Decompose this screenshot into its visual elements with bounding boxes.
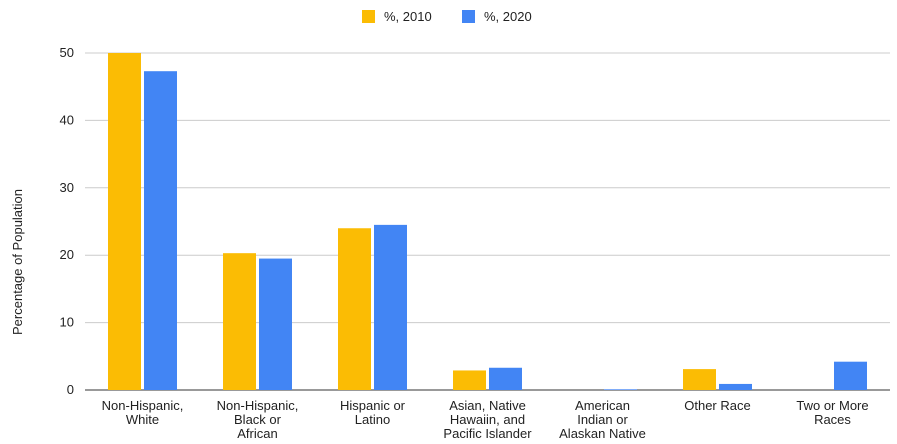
- y-tick-label: 20: [60, 247, 74, 262]
- legend-label-2010: %, 2010: [384, 9, 432, 24]
- x-category-label-line: African: [237, 426, 277, 441]
- bar-2020-2: [374, 224, 407, 390]
- bar-2010-0: [108, 53, 141, 390]
- bars: [108, 53, 867, 390]
- x-category-label-line: Hispanic or: [340, 398, 406, 413]
- bar-2010-2: [338, 228, 371, 390]
- x-category-label-line: Asian, Native: [449, 398, 526, 413]
- legend-swatch-2020: [462, 10, 475, 23]
- bar-2010-3: [453, 370, 486, 390]
- bar-2020-6: [834, 361, 867, 390]
- y-tick-label: 30: [60, 180, 74, 195]
- x-category-label-line: Non-Hispanic,: [217, 398, 299, 413]
- x-category-label: Other Race: [684, 398, 750, 413]
- x-category-label-line: Pacific Islander: [443, 426, 532, 441]
- x-category-label-line: Black or: [234, 412, 282, 427]
- x-category-label-line: Races: [814, 412, 851, 427]
- x-category-label-line: Latino: [355, 412, 390, 427]
- x-category-label: Non-Hispanic, Black or African: [217, 398, 299, 441]
- legend-swatch-2010: [362, 10, 375, 23]
- y-tick-label: 40: [60, 112, 74, 127]
- x-category-label: Two or More Races: [796, 398, 868, 427]
- x-category-label-line: Non-Hispanic,: [102, 398, 184, 413]
- y-axis-title: Percentage of Population: [10, 189, 25, 335]
- x-category-label-line: Alaskan Native: [559, 426, 646, 441]
- x-category-label-line: Two or More: [796, 398, 868, 413]
- x-category-label-line: Other Race: [684, 398, 750, 413]
- x-category-label-line: American: [575, 398, 630, 413]
- y-tick-label: 0: [67, 382, 74, 397]
- y-axis-ticks: 0 10 20 30 40 50: [60, 45, 74, 397]
- bar-2020-5: [719, 383, 752, 390]
- bar-2020-4: [604, 389, 637, 390]
- bar-2010-1: [223, 253, 256, 390]
- x-category-label-line: Hawaiin, and: [450, 412, 525, 427]
- chart-legend: %, 2010 %, 2020: [362, 9, 532, 24]
- x-category-label: Hispanic or Latino: [340, 398, 406, 427]
- bar-2020-3: [489, 367, 522, 390]
- x-category-label: Non-Hispanic, White: [102, 398, 184, 427]
- bar-2010-5: [683, 369, 716, 390]
- y-tick-label: 50: [60, 45, 74, 60]
- x-category-label-line: Indian or: [577, 412, 628, 427]
- gridlines: [85, 52, 890, 391]
- y-tick-label: 10: [60, 315, 74, 330]
- legend-label-2020: %, 2020: [484, 9, 532, 24]
- x-category-label-line: White: [126, 412, 159, 427]
- bar-2020-0: [144, 71, 177, 390]
- x-category-label: American Indian or Alaskan Native: [559, 398, 646, 441]
- x-category-label: Asian, Native Hawaiin, and Pacific Islande…: [443, 398, 532, 441]
- bar-2020-1: [259, 258, 292, 390]
